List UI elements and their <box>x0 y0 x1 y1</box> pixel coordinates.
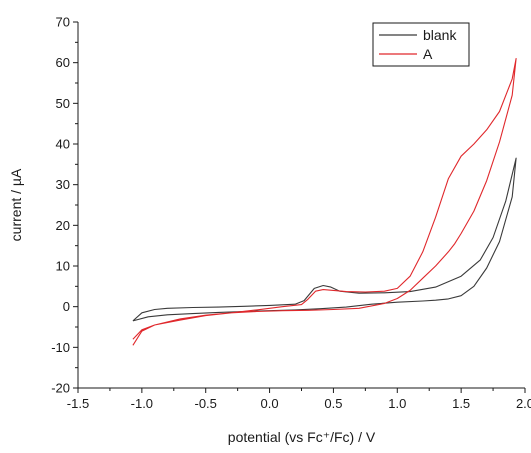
y-tick-label: 40 <box>56 137 70 152</box>
y-tick-label: 70 <box>56 15 70 30</box>
y-tick-label: -20 <box>51 381 70 396</box>
x-tick-label: -1.0 <box>131 396 153 411</box>
legend: blank A <box>372 22 470 67</box>
y-axis-title: current / µA <box>8 168 24 241</box>
x-tick-label: 2.0 <box>516 396 531 411</box>
x-tick-label: 1.5 <box>452 396 470 411</box>
y-tick-label: 10 <box>56 259 70 274</box>
x-tick-label: 1.0 <box>388 396 406 411</box>
x-tick-label: 0.5 <box>324 396 342 411</box>
y-tick-label: 60 <box>56 55 70 70</box>
y-tick-label: -10 <box>51 340 70 355</box>
legend-label: A <box>423 46 433 62</box>
y-tick-label: 30 <box>56 177 70 192</box>
legend-label: blank <box>423 27 457 43</box>
y-tick-label: 20 <box>56 218 70 233</box>
y-tick-label: 0 <box>63 299 70 314</box>
y-tick-label: 50 <box>56 96 70 111</box>
legend-box <box>372 22 470 67</box>
x-tick-label: -0.5 <box>195 396 217 411</box>
series-line-a <box>132 58 517 346</box>
series-layer <box>132 58 517 346</box>
x-tick-label: 0.0 <box>261 396 279 411</box>
x-axis-title: potential (vs Fc⁺/Fc) / V <box>228 429 376 445</box>
axes-layer: -1.5 -1.0 -0.5 0.0 0.5 1.0 1.5 2.0 -20 -10 0 10 20 30… <box>51 15 531 412</box>
x-tick-label: -1.5 <box>67 396 89 411</box>
series-line-blank <box>132 157 517 322</box>
